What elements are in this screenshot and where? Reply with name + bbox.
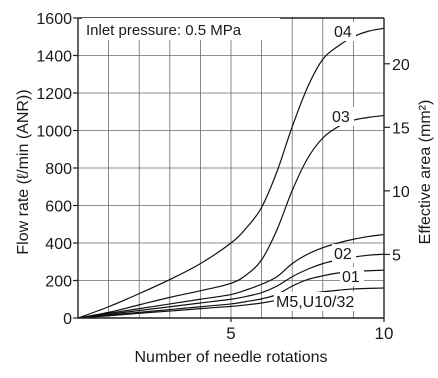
- y-tick-label: 800: [45, 161, 72, 178]
- y2-tick-label: 10: [392, 184, 410, 201]
- series-label: 02: [334, 246, 352, 263]
- x-tick-label: 5: [226, 324, 235, 343]
- tick-labels: 0 200 400 600 800 1000 1200 1400 1600 5 10 15 20 5 10: [36, 11, 409, 343]
- series-label: 01: [342, 269, 360, 286]
- y-tick-label: 1600: [36, 11, 72, 28]
- series-label: 04: [334, 24, 352, 41]
- y2-tick-label: 15: [392, 120, 410, 137]
- series-label-background: [332, 22, 356, 41]
- y2-axis-title: Effective area (mm²): [417, 100, 434, 245]
- y-tick-label: 1000: [36, 124, 72, 141]
- series-label-background: [332, 244, 356, 263]
- series-label: M5,U10/32: [276, 294, 354, 311]
- series-label-background: [340, 267, 364, 286]
- series-labels: 04 03 02 01 M5,U10/32: [274, 22, 368, 311]
- x-axis-title: Number of needle rotations: [135, 349, 328, 366]
- y2-tick-label: 20: [392, 57, 410, 74]
- series-label-background: [274, 292, 368, 311]
- series-label: 03: [332, 109, 350, 126]
- y2-tick-label: 5: [392, 247, 401, 264]
- y-axis-title: Flow rate (ℓ/min (ANR)): [15, 89, 32, 254]
- inlet-pressure-annotation: Inlet pressure: 0.5 MPa: [86, 22, 242, 39]
- y-tick-label: 200: [45, 274, 72, 291]
- y-tick-label: 400: [45, 236, 72, 253]
- y-tick-label: 600: [45, 199, 72, 216]
- y-tick-label: 1400: [36, 49, 72, 66]
- y-tick-label: 0: [63, 311, 72, 328]
- series-line-m5-u10-32: [77, 287, 385, 319]
- x-tick-label: 10: [375, 324, 394, 343]
- series-line-02: [77, 233, 385, 319]
- y-tick-label: 1200: [36, 86, 72, 103]
- series-label-background: [330, 107, 354, 126]
- annotation-box: [82, 18, 280, 40]
